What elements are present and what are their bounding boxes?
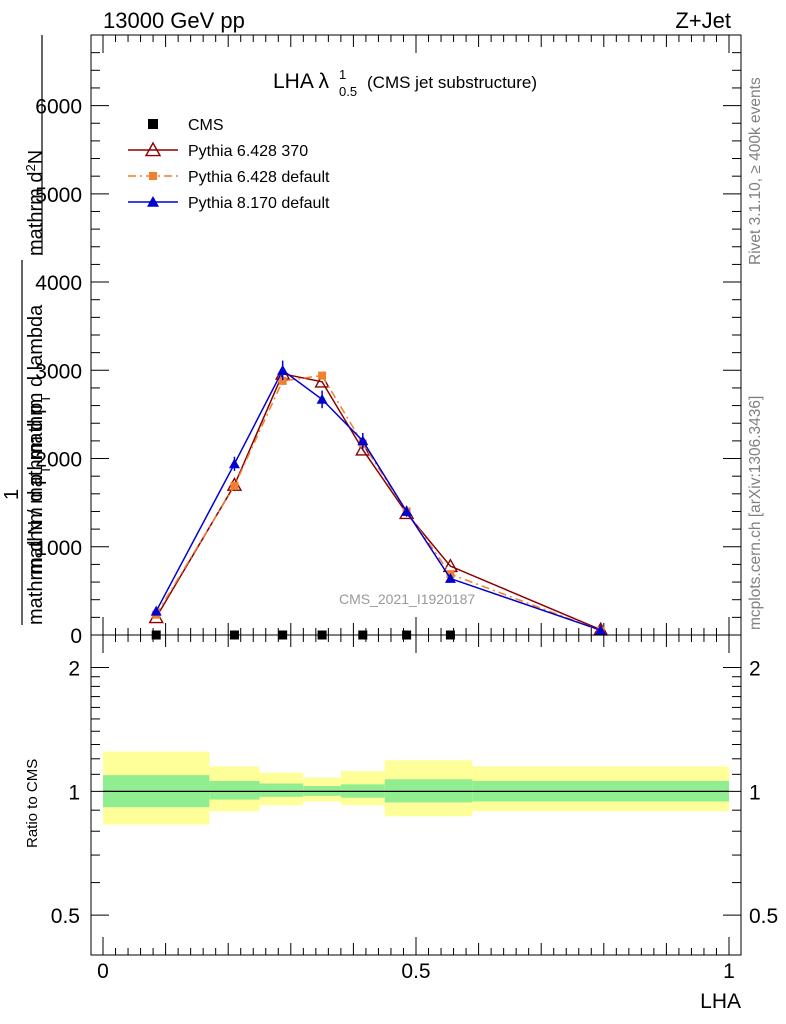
ylabel-numerator: mathrm d2N <box>23 150 48 256</box>
data-point <box>150 605 162 616</box>
data-point <box>228 458 240 469</box>
ratio-y-axis: 0.5 0.5 1 1 2 2 <box>51 658 778 929</box>
title-subscript: 0.5 <box>339 84 357 99</box>
main-panel: 0 1000 2000 3000 4000 5000 6000 LHA λ 1 0.5 (C… <box>1 34 742 648</box>
data-point <box>230 481 239 490</box>
ratio-ylabel: Ratio to CMS <box>24 759 41 848</box>
ratio-y-tick-label-left: 0.5 <box>51 905 80 928</box>
y-tick-label: 3000 <box>35 360 82 383</box>
y-tick-label: 2000 <box>35 449 82 472</box>
ratio-inner-band <box>209 780 260 800</box>
legend-marker <box>149 172 157 180</box>
legend-marker <box>148 119 158 129</box>
header-process: Z+Jet <box>675 8 731 33</box>
legend: CMS Pythia 6.428 370 Pythia 6.428 default P… <box>128 117 330 212</box>
ylabel-prefix: 1 <box>1 489 23 500</box>
ratio-y-tick-label-left: 2 <box>68 658 80 681</box>
main-x-ticks <box>102 35 730 635</box>
ratio-y-tick-label-left: 1 <box>68 781 80 804</box>
x-tick-label: 1 <box>723 960 735 983</box>
legend-marker <box>144 141 162 157</box>
y-axis-label: mathrm d2N mathrm d pT mathrm d lambda 1… <box>1 35 53 625</box>
legend-label: Pythia 6.428 370 <box>188 143 308 160</box>
main-y-axis: 0 1000 2000 3000 4000 5000 6000 <box>35 34 741 648</box>
legend-marker <box>147 196 159 207</box>
data-point <box>278 376 287 385</box>
y-tick-label: 5000 <box>35 184 82 207</box>
title-superscript: 1 <box>339 67 346 82</box>
data-point <box>318 371 327 380</box>
x-tick-label: 0 <box>97 960 109 983</box>
data-point <box>401 505 413 516</box>
ylabel-prefix-denominator: mathrm d N / mathrm d pT <box>25 395 53 625</box>
ratio-y-tick-label-right: 1 <box>749 781 761 804</box>
ratio-bands <box>103 751 729 825</box>
ratio-x-axis: 0 0.5 1 <box>97 635 735 983</box>
data-point <box>595 624 607 635</box>
series-line <box>155 374 601 632</box>
ratio-y-tick-label-right: 0.5 <box>749 905 778 928</box>
title-main: LHA λ <box>273 70 330 93</box>
x-axis-label: LHA <box>700 990 741 1013</box>
ratio-panel: 0.5 0.51 12 2 0 0.5 1 Ratio to CMS <box>24 634 778 983</box>
x-tick-label: 0.5 <box>401 960 430 983</box>
y-tick-label: 6000 <box>35 96 82 119</box>
analysis-watermark: CMS_2021_I1920187 <box>339 591 475 607</box>
data-point <box>277 364 289 375</box>
legend-label: CMS <box>188 117 224 134</box>
y-tick-label: 1000 <box>35 537 82 560</box>
mcplots-label: mcplots.cern.ch [arXiv:1306.3436] <box>747 396 764 630</box>
series-line <box>155 369 601 631</box>
legend-label: Pythia 6.428 default <box>188 169 330 186</box>
chart-title: LHA λ 1 0.5 (CMS jet substructure) <box>273 67 537 99</box>
data-point <box>316 393 328 404</box>
header-energy: 13000 GeV pp <box>103 8 245 33</box>
ratio-y-tick-label-right: 2 <box>749 658 761 681</box>
title-rest: (CMS jet substructure) <box>367 73 537 92</box>
legend-label: Pythia 8.170 default <box>188 195 330 212</box>
y-tick-label: 4000 <box>35 272 82 295</box>
series-line <box>155 372 601 631</box>
rivet-label: Rivet 3.1.10, ≥ 400k events <box>747 77 764 265</box>
data-point <box>357 435 369 446</box>
ratio-inner-band <box>259 783 304 797</box>
data-point <box>444 573 456 583</box>
y-tick-label: 0 <box>70 625 82 648</box>
